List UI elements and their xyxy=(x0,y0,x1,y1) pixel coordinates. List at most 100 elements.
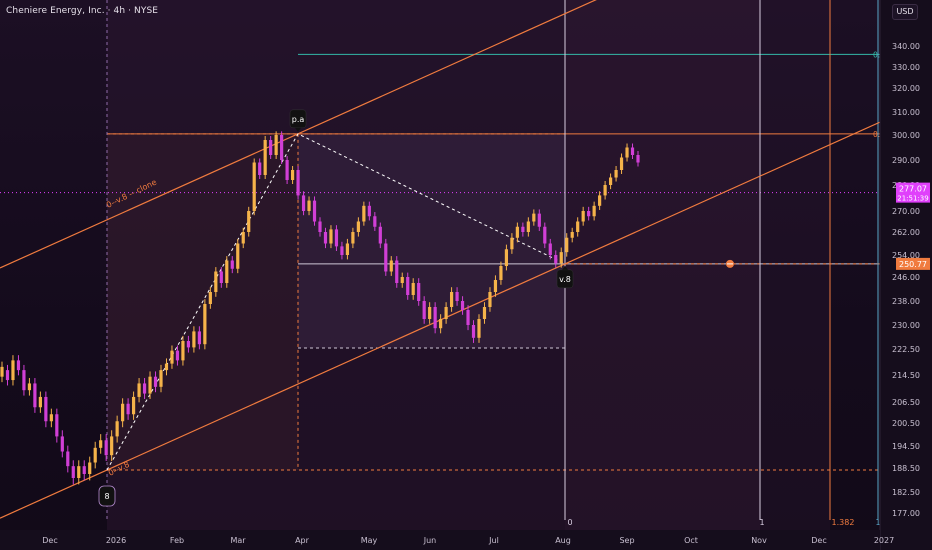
candle-body xyxy=(367,205,371,217)
candle xyxy=(296,166,300,200)
candle-body xyxy=(197,331,201,345)
candle-body xyxy=(60,436,64,452)
candle-body xyxy=(137,383,141,397)
candle xyxy=(504,244,509,271)
candle xyxy=(384,238,388,276)
time-axis[interactable]: Dec 2026 Feb Mar Apr May Jun Jul Aug Sep Oct Nov Dec… xyxy=(0,530,894,550)
candle-body xyxy=(170,350,174,364)
candle xyxy=(636,151,640,167)
candle xyxy=(340,241,344,260)
candle xyxy=(247,206,251,237)
candle xyxy=(598,191,602,210)
candle xyxy=(153,371,158,393)
svg-text:8: 8 xyxy=(104,492,109,501)
candle xyxy=(66,445,70,473)
candle xyxy=(400,272,404,288)
candle-body xyxy=(444,307,448,319)
zone-time-fib xyxy=(760,0,830,550)
candle-body xyxy=(532,213,536,222)
candle xyxy=(532,209,536,226)
candle-body xyxy=(126,403,130,415)
candle-body xyxy=(312,200,317,222)
candle xyxy=(55,408,59,443)
candle xyxy=(323,227,328,249)
candle xyxy=(280,131,284,164)
candle xyxy=(378,222,382,249)
candle xyxy=(307,196,311,216)
symbol-title: Cheniere Energy, Inc. · 4h · NYSE xyxy=(6,6,159,16)
candle-body xyxy=(208,292,212,304)
candle xyxy=(312,196,317,226)
candle xyxy=(5,364,10,386)
svg-text:277.07: 277.07 xyxy=(899,185,927,194)
candle xyxy=(367,201,371,221)
price-axis[interactable]: 340.00330.00320.00310.00300.00290.00280.… xyxy=(879,0,932,550)
candle-body xyxy=(192,331,196,348)
candle-body xyxy=(33,383,37,408)
candle-body xyxy=(241,232,245,244)
candle xyxy=(60,430,64,458)
candle xyxy=(460,296,465,315)
candle xyxy=(428,302,432,324)
candle xyxy=(159,364,163,393)
candle-body xyxy=(543,226,547,244)
candle-body xyxy=(16,360,21,371)
price-tick-label: 246.00 xyxy=(892,273,920,282)
candle xyxy=(389,256,393,276)
candle xyxy=(592,201,596,221)
candle-body xyxy=(99,440,103,448)
time-tick-label: Sep xyxy=(619,536,634,545)
candle-body xyxy=(526,221,530,232)
candle-body xyxy=(619,157,624,170)
candle xyxy=(225,256,229,288)
candle xyxy=(576,217,580,237)
candle xyxy=(115,415,119,443)
candle xyxy=(449,287,454,312)
candle xyxy=(301,191,306,216)
candle xyxy=(258,158,262,179)
currency-button[interactable]: USD xyxy=(892,4,918,20)
candle-body xyxy=(504,249,509,266)
candle xyxy=(554,250,558,268)
candle-body xyxy=(110,436,114,456)
candle xyxy=(77,460,81,485)
candle-body xyxy=(285,160,289,180)
candle xyxy=(170,345,174,369)
price-tick-label: 262.00 xyxy=(892,228,920,237)
candle-body xyxy=(510,237,514,250)
price-tick-label: 214.50 xyxy=(892,371,920,380)
svg-text:p.a: p.a xyxy=(292,115,305,124)
candle xyxy=(493,275,498,297)
time-axis-bg xyxy=(0,530,880,550)
candle-body xyxy=(477,319,481,338)
candle-body xyxy=(115,421,119,437)
candle-body xyxy=(49,414,53,422)
drawings-layer xyxy=(0,0,881,520)
candle-body xyxy=(488,292,492,307)
candle-body xyxy=(356,221,360,232)
candle xyxy=(526,217,530,237)
candle xyxy=(49,408,53,428)
candle xyxy=(121,398,125,428)
candle xyxy=(521,222,525,237)
time-fib-label: 0 xyxy=(567,518,572,527)
time-tick-label: Nov xyxy=(751,536,767,545)
candle-body xyxy=(5,370,10,381)
candle-body xyxy=(334,229,339,247)
candle xyxy=(351,227,355,249)
candle xyxy=(269,136,273,159)
candle-body xyxy=(121,403,125,422)
candle-body xyxy=(499,266,503,280)
candle xyxy=(27,378,32,396)
price-tick-label: 254.00 xyxy=(892,251,920,260)
price-tick-label: 310.00 xyxy=(892,108,920,117)
candle xyxy=(263,136,267,179)
candle-body xyxy=(0,366,4,377)
candle xyxy=(33,378,37,413)
candle-body xyxy=(373,216,377,227)
candle xyxy=(444,302,448,324)
channel-upper xyxy=(0,0,597,269)
